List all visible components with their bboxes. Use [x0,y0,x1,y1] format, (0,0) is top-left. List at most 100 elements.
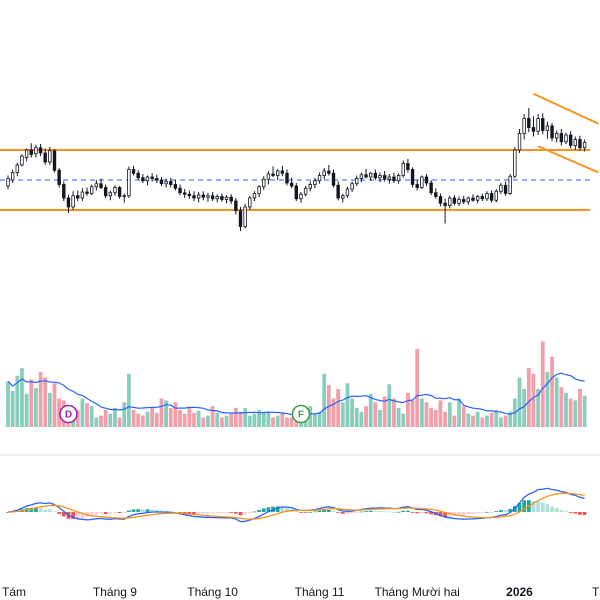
candle [225,195,228,203]
volume-bar [448,402,452,427]
volume-bar [6,381,10,427]
candle [160,177,163,186]
candle [95,180,98,191]
macd-histogram-bar [132,509,136,512]
candle-body [309,185,312,189]
macd-histogram-bar [392,512,396,513]
volume-bar [29,380,33,428]
volume-bar [169,408,173,427]
macd-histogram-bar [546,504,550,512]
macd-histogram-bar [141,509,145,512]
candle-body [393,177,396,181]
candle [72,191,75,210]
candle [197,192,200,203]
volume-bar [267,413,271,427]
macd-histogram-bar [243,512,247,514]
volume-bar [108,414,112,427]
volume-bar [262,412,266,427]
candle-body [114,188,117,193]
macd-histogram-bar [406,511,410,512]
volume-bar [11,391,15,427]
volume-bar [285,418,289,428]
candle-body [355,179,358,184]
candle-body [351,184,354,189]
candle-body [300,194,303,199]
volume-bar [248,416,252,427]
macd-histogram-bar [322,510,326,512]
volume-bar [146,412,150,427]
volume-bar [104,410,108,427]
candle-body [467,198,470,202]
volume-bar [229,414,233,427]
candle-body [346,189,349,196]
candle [309,182,312,192]
candle [39,144,42,156]
candle-body [253,194,256,199]
candle-body [235,201,238,211]
candle [290,178,293,189]
candle-body [142,178,145,181]
macd-histogram-bar [257,510,261,512]
candle-body [374,173,377,178]
volume-bar [94,418,98,428]
macd-histogram-bar [336,512,340,513]
candle [421,176,424,190]
candle [532,116,535,136]
candle-body [514,150,517,176]
candle-body [137,173,140,178]
macd-histogram-bar [215,512,219,513]
candle [560,129,563,146]
stock-chart[interactable]: DF Tám Tháng 9 Tháng 10 Tháng 11 Tháng Mười … [0,0,600,600]
macd-histogram-bar [346,512,350,514]
candle-body [188,194,191,196]
volume-bar [39,372,43,427]
macd-histogram-bar [201,512,205,514]
candle [481,194,484,202]
candle [146,176,149,186]
candle-body [504,185,507,193]
candle-body [267,174,270,179]
macd-signal-line [8,493,585,519]
candle-body [76,196,79,198]
candle-body [7,179,10,187]
volume-bar [90,406,94,427]
x-axis: Tám Tháng 9 Tháng 10 Tháng 11 Tháng Mười hai… [2,585,600,599]
macd-histogram-bar [43,509,47,512]
candle [537,114,540,135]
candle-body [156,179,159,181]
volume-bar [206,416,210,427]
candle [109,191,112,201]
volume-bar [532,374,536,427]
macd-histogram-bar [118,512,122,513]
candle-body [123,196,126,197]
candle [104,185,107,199]
volume-bar [322,374,326,427]
candle [500,183,503,194]
candle [25,149,28,162]
macd-histogram-bar [490,512,494,513]
candle-body [160,180,163,184]
candle-body [528,119,531,128]
macd-histogram-bar [57,512,61,514]
x-tick-label: Tháng 11 [295,585,345,599]
candle-body [537,119,540,132]
candle-body [21,156,24,165]
candle-body [118,188,121,197]
candle [523,114,526,140]
volume-bar [559,387,563,427]
macd-histogram-bar [364,511,368,512]
candle [509,174,512,195]
volume-bar [150,408,154,427]
candle-body [565,135,568,142]
volume-bar [234,408,238,427]
candle [569,131,572,148]
candle-body [58,170,61,184]
volume-bar [136,414,140,427]
macd-histogram-bar [318,511,322,512]
candle [323,168,326,179]
volume-bar [485,416,489,427]
candle-body [221,197,224,200]
volume-bar [378,410,382,427]
volume-bar [346,383,350,427]
volume-bar [518,378,522,427]
